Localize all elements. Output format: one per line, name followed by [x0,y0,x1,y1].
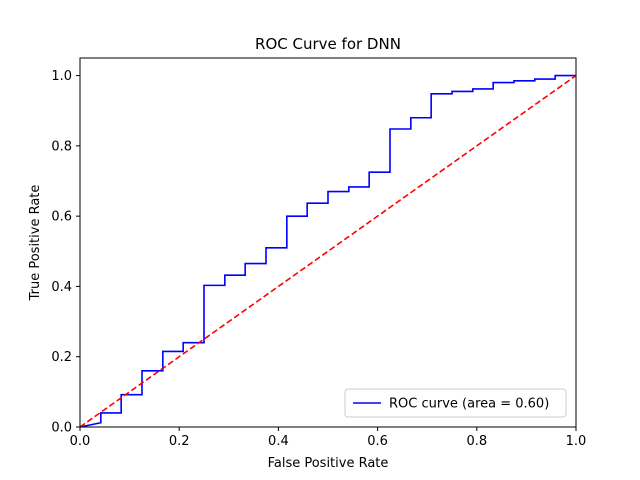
x-tick-label: 0.0 [70,434,91,449]
y-tick-label: 0.0 [51,421,72,436]
y-tick-label: 0.8 [51,139,72,154]
x-tick-label: 0.8 [466,434,487,449]
legend-box [344,388,567,418]
y-axis-ticks: 0.0 0.2 0.4 0.6 0.8 1.0 [51,69,80,436]
y-tick-label: 0.6 [51,210,72,225]
x-tick-label: 0.2 [169,434,190,449]
y-axis-label: True Positive Rate [28,185,43,302]
chart-title: ROC Curve for DNN [255,35,401,53]
roc-curve-line [79,74,576,428]
x-tick-label: 1.0 [566,434,587,449]
y-tick-label: 1.0 [51,69,72,84]
y-tick-label: 0.4 [51,280,72,295]
x-axis-ticks: 0.0 0.2 0.4 0.6 0.8 1.0 [70,427,587,449]
x-tick-label: 0.6 [367,434,388,449]
y-tick-label: 0.2 [51,350,72,365]
chance-diagonal-line [79,74,577,428]
x-tick-label: 0.4 [268,434,289,449]
legend: ROC curve (area = 0.60) [344,388,567,418]
x-axis-label: False Positive Rate [268,456,389,471]
plot-frame [79,57,577,428]
series-layer [79,74,577,428]
legend-label: ROC curve (area = 0.60) [389,397,549,412]
